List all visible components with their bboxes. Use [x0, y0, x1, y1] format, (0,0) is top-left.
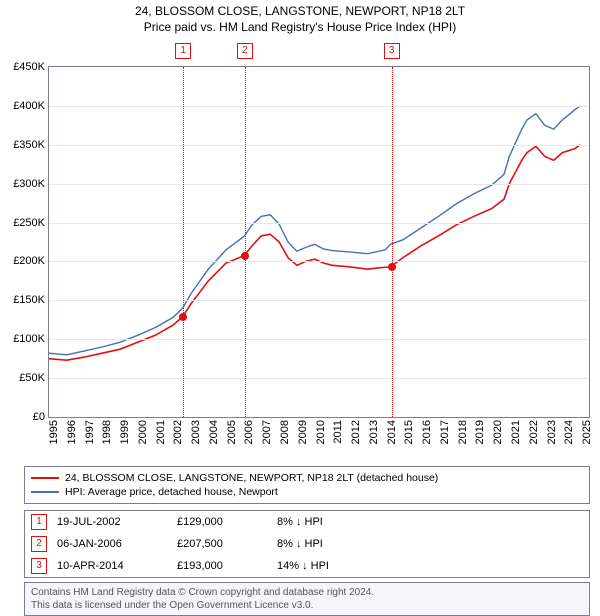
legend-swatch [31, 477, 59, 479]
x-axis-label: 2016 [421, 420, 433, 444]
sales-price: £207,500 [177, 538, 267, 550]
x-axis-label: 2022 [528, 420, 540, 444]
y-axis-label: £50K [1, 372, 45, 384]
sales-price: £193,000 [177, 560, 267, 572]
x-axis-label: 2000 [137, 420, 149, 444]
x-axis-label: 2019 [474, 420, 486, 444]
sales-date: 06-JAN-2006 [57, 538, 167, 550]
x-axis-label: 2009 [297, 420, 309, 444]
y-axis-label: £150K [1, 294, 45, 306]
x-axis-label: 2010 [315, 420, 327, 444]
x-axis-label: 2002 [172, 420, 184, 444]
reference-badge: 2 [237, 43, 253, 59]
x-axis-label: 2020 [492, 420, 504, 444]
x-axis-label: 2011 [332, 420, 344, 444]
grid-line [49, 261, 589, 262]
x-axis-label: 1998 [101, 420, 113, 444]
x-axis-label: 2008 [279, 420, 291, 444]
reference-line [245, 67, 246, 417]
x-axis-label: 2004 [208, 420, 220, 444]
y-axis-label: £200K [1, 255, 45, 267]
sales-row: 2 06-JAN-2006 £207,500 8% ↓ HPI [25, 533, 589, 555]
reference-badge: 3 [384, 43, 400, 59]
x-axis-label: 2005 [226, 420, 238, 444]
sales-diff: 8% ↓ HPI [277, 538, 367, 550]
x-axis-label: 2024 [563, 420, 575, 444]
footnote-line: Contains HM Land Registry data © Crown c… [31, 586, 583, 599]
sale-point-marker [241, 252, 249, 260]
grid-line [49, 339, 589, 340]
legend-label: 24, BLOSSOM CLOSE, LANGSTONE, NEWPORT, N… [65, 472, 438, 484]
legend-row: 24, BLOSSOM CLOSE, LANGSTONE, NEWPORT, N… [31, 471, 583, 485]
legend-label: HPI: Average price, detached house, Newp… [65, 486, 278, 498]
x-axis-label: 2023 [546, 420, 558, 444]
sale-point-marker [388, 263, 396, 271]
x-axis-label: 2013 [368, 420, 380, 444]
x-axis-label: 2012 [350, 420, 362, 444]
sales-diff: 14% ↓ HPI [277, 560, 367, 572]
y-axis-label: £300K [1, 178, 45, 190]
footnote: Contains HM Land Registry data © Crown c… [24, 582, 590, 616]
sales-badge: 2 [31, 536, 47, 552]
y-axis-label: £350K [1, 139, 45, 151]
chart-lines [49, 67, 589, 417]
sales-diff: 8% ↓ HPI [277, 516, 367, 528]
x-axis-label: 2006 [243, 420, 255, 444]
x-axis-label: 1999 [119, 420, 131, 444]
sales-table: 1 19-JUL-2002 £129,000 8% ↓ HPI 2 06-JAN-2006… [24, 510, 590, 578]
x-axis-label: 2018 [457, 420, 469, 444]
sales-row: 1 19-JUL-2002 £129,000 8% ↓ HPI [25, 511, 589, 533]
footnote-line: This data is licensed under the Open Gov… [31, 599, 583, 612]
y-axis-label: £0 [1, 411, 45, 423]
grid-line [49, 378, 589, 379]
x-axis-label: 2025 [581, 420, 593, 444]
x-axis-label: 1995 [48, 420, 60, 444]
legend-row: HPI: Average price, detached house, Newp… [31, 485, 583, 499]
sales-date: 10-APR-2014 [57, 560, 167, 572]
grid-line [49, 223, 589, 224]
legend-swatch [31, 491, 59, 493]
reference-line [183, 67, 184, 417]
sales-price: £129,000 [177, 516, 267, 528]
grid-line [49, 106, 589, 107]
x-axis-label: 2017 [439, 420, 451, 444]
y-axis-label: £100K [1, 333, 45, 345]
x-axis-label: 2021 [510, 420, 522, 444]
sales-badge: 1 [31, 514, 47, 530]
x-axis-label: 2001 [155, 420, 167, 444]
grid-line [49, 300, 589, 301]
chart-subtitle: Price paid vs. HM Land Registry's House … [0, 20, 600, 34]
reference-badge: 1 [175, 43, 191, 59]
x-axis: 1995 1996 1997 1998 1999 2000 2001 2002 2003 2004… [48, 418, 590, 460]
x-axis-label: 2014 [386, 420, 398, 444]
grid-line [49, 184, 589, 185]
sales-date: 19-JUL-2002 [57, 516, 167, 528]
grid-line [49, 145, 589, 146]
sales-row: 3 10-APR-2014 £193,000 14% ↓ HPI [25, 555, 589, 577]
y-axis-label: £250K [1, 217, 45, 229]
series-line [49, 106, 580, 355]
x-axis-label: 1997 [84, 420, 96, 444]
x-axis-label: 1996 [66, 420, 78, 444]
chart-titles: 24, BLOSSOM CLOSE, LANGSTONE, NEWPORT, N… [0, 0, 600, 34]
y-axis-label: £450K [1, 61, 45, 73]
plot-area: £0£50K£100K£150K£200K£250K£300K£350K£400… [48, 66, 590, 418]
x-axis-label: 2007 [261, 420, 273, 444]
x-axis-label: 2003 [190, 420, 202, 444]
sales-badge: 3 [31, 558, 47, 574]
x-axis-label: 2015 [403, 420, 415, 444]
legend: 24, BLOSSOM CLOSE, LANGSTONE, NEWPORT, N… [24, 466, 590, 504]
y-axis-label: £400K [1, 100, 45, 112]
sale-point-marker [179, 313, 187, 321]
reference-line [392, 67, 393, 417]
chart-title: 24, BLOSSOM CLOSE, LANGSTONE, NEWPORT, N… [0, 4, 600, 18]
chart-container: 24, BLOSSOM CLOSE, LANGSTONE, NEWPORT, N… [0, 0, 600, 616]
